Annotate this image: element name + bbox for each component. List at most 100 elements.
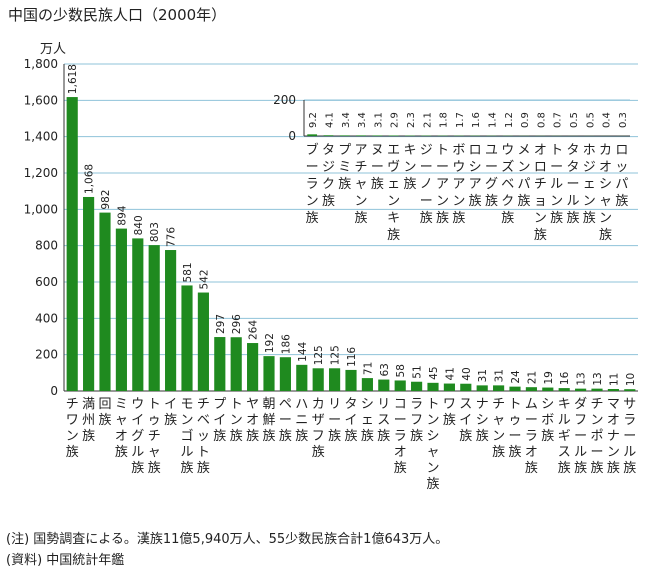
x-tick-label: ウイグル族 <box>131 397 144 476</box>
bar <box>394 380 406 391</box>
bar-value-label: 1,068 <box>84 164 96 194</box>
bar-value-label: 297 <box>215 314 227 334</box>
x-tick-label: ダフール族 <box>574 397 587 476</box>
bar <box>99 212 111 391</box>
y-tick-label: 600 <box>35 275 58 289</box>
x-tick-label: トゥチャ族 <box>148 397 161 476</box>
inset-x-tick-label: メンパ族 <box>518 143 531 209</box>
source-note: (資料) 中国統計年鑑 <box>6 553 125 568</box>
bar <box>214 337 226 391</box>
bar <box>427 382 439 391</box>
inset-x-tick-label: ホジェン族 <box>583 143 596 226</box>
bar-value-label: 803 <box>149 222 161 242</box>
inset-x-tick-label: ロシア族 <box>469 143 482 209</box>
bar-value-label: 982 <box>100 190 112 210</box>
inset-x-tick-label: エヴェンキ族 <box>387 143 400 243</box>
bar-value-label: 13 <box>592 372 604 385</box>
bar-value-label: 31 <box>477 369 489 382</box>
bar <box>607 389 619 391</box>
bar <box>345 369 357 391</box>
bar <box>83 196 95 391</box>
bar-value-label: 125 <box>313 345 325 365</box>
inset-x-tick-label: タジク族 <box>322 143 335 209</box>
y-tick-label: 1,400 <box>24 130 58 144</box>
bar <box>509 386 521 391</box>
bar <box>263 356 275 391</box>
inset-bar-value-label: 1.8 <box>439 112 450 128</box>
x-tick-label: チワン族 <box>66 397 79 460</box>
chart-title: 中国の少数民族人口（2000年） <box>8 6 227 24</box>
inset-bar-value-label: 3.1 <box>373 112 384 128</box>
bar <box>591 388 603 391</box>
inset-bar <box>356 135 366 136</box>
inset-x-tick-label: トールン族 <box>550 143 563 226</box>
bar <box>460 383 472 391</box>
x-tick-label: トゥー族 <box>508 397 521 460</box>
inset-x-tick-label: タタール族 <box>566 143 579 226</box>
inset-x-tick-label: プミ族 <box>338 143 351 192</box>
bar-value-label: 24 <box>510 370 522 384</box>
bar-value-label: 63 <box>379 363 391 376</box>
inset-x-tick-label: アチャン族 <box>355 143 368 226</box>
x-tick-label: タイ族 <box>344 397 357 444</box>
inset-bar-value-label: 2.1 <box>422 112 433 128</box>
x-tick-label: マオナン族 <box>607 397 620 476</box>
x-tick-label: 満州族 <box>82 397 95 444</box>
x-tick-label: カザフ族 <box>312 397 325 460</box>
x-tick-label: イ族 <box>164 397 177 428</box>
inset-bar-value-label: 0.3 <box>618 112 629 128</box>
inset-y-tick-label: 0 <box>288 129 296 143</box>
x-tick-label: チベット族 <box>197 397 210 476</box>
bar <box>575 388 587 391</box>
bar-value-label: 13 <box>576 372 588 385</box>
x-tick-label: ハニ族 <box>295 397 308 444</box>
bar-value-label: 21 <box>526 371 538 384</box>
inset-bar <box>339 135 350 136</box>
inset-x-tick-label: キン族 <box>403 143 416 192</box>
bar-value-label: 1,618 <box>67 64 79 94</box>
x-tick-label: リー族 <box>328 397 341 444</box>
y-tick-label: 800 <box>35 239 58 253</box>
x-tick-label: プイ族 <box>213 397 226 444</box>
inset-bar <box>307 134 318 136</box>
x-tick-label: サラール族 <box>623 397 636 476</box>
x-tick-label: リス族 <box>377 397 390 444</box>
bar-value-label: 144 <box>297 341 309 361</box>
bar <box>66 97 78 392</box>
bar-value-label: 16 <box>559 371 571 385</box>
x-tick-label: ワ族 <box>443 397 456 428</box>
inset-x-tick-label: ブーラン族 <box>306 142 319 226</box>
bar <box>411 381 423 391</box>
bar-value-label: 192 <box>264 333 276 353</box>
y-axis-unit-label: 万人 <box>40 42 67 57</box>
bar-value-label: 776 <box>166 227 178 247</box>
bar <box>542 387 554 391</box>
bar-value-label: 40 <box>461 367 473 380</box>
bar-value-label: 125 <box>330 345 342 365</box>
footnote: (注) 国勢調査による。漢族11億5,940万人、55少数民族合計1億643万人… <box>6 532 449 547</box>
inset-x-tick-label: カオシャン族 <box>599 143 612 243</box>
inset-bar-value-label: 0.5 <box>585 112 596 128</box>
inset-bar <box>388 135 399 136</box>
y-tick-label: 1,800 <box>24 57 58 71</box>
y-tick-label: 1,600 <box>24 93 58 107</box>
bar <box>558 388 570 391</box>
bar <box>476 385 488 391</box>
bar-value-label: 581 <box>182 262 194 282</box>
bar-value-label: 116 <box>346 347 358 367</box>
bar <box>247 343 259 391</box>
y-tick-label: 0 <box>50 384 58 398</box>
inset-bar-value-label: 3.4 <box>341 112 352 128</box>
inset-bar <box>372 135 383 136</box>
bar <box>230 337 242 391</box>
inset-x-tick-label: ボウアン族 <box>452 143 465 226</box>
inset-bar-value-label: 1.6 <box>471 112 482 128</box>
bar <box>378 379 390 391</box>
x-tick-label: 回族 <box>98 397 111 428</box>
bar-value-label: 542 <box>198 269 210 289</box>
inset-x-tick-label: ロッパ族 <box>615 143 628 209</box>
bar-value-label: 41 <box>444 367 456 380</box>
x-tick-label: 朝鮮族 <box>262 397 275 444</box>
x-tick-label: ラフ族 <box>410 397 423 444</box>
